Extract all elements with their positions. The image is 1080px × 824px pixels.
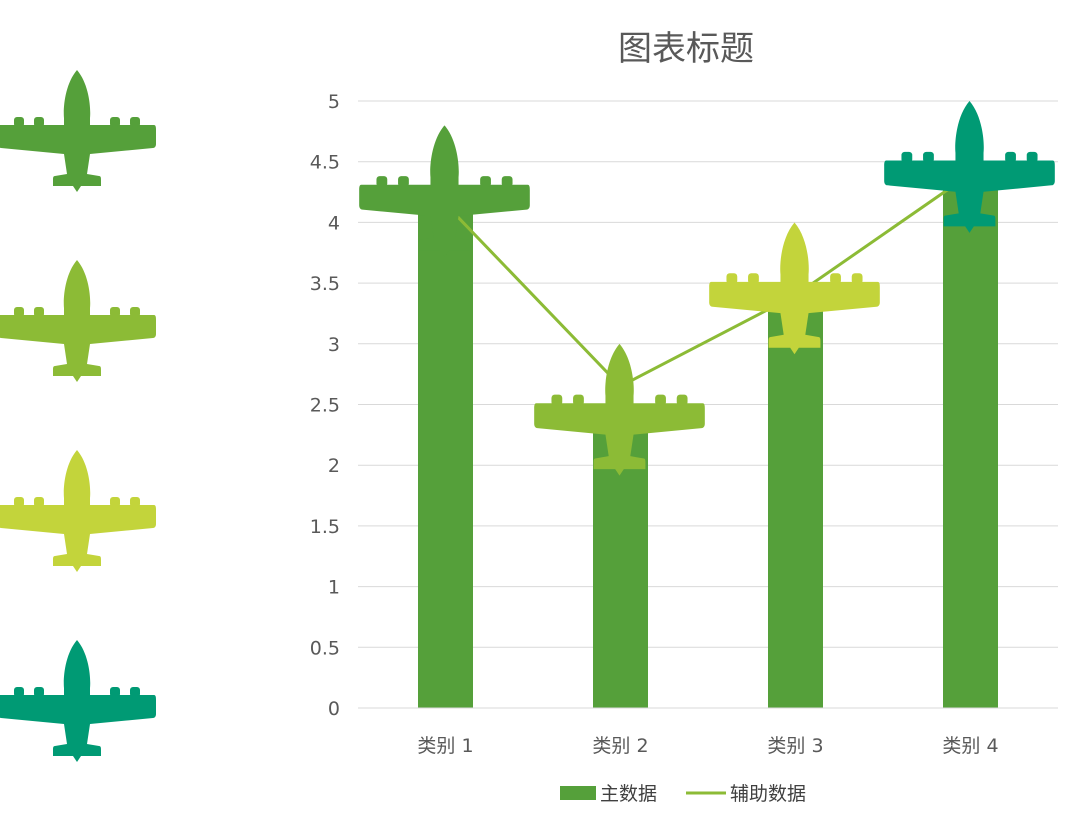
bar-series (418, 161, 998, 709)
y-tick-label: 2 (328, 455, 340, 477)
airplane-icon (0, 70, 156, 192)
bar (768, 283, 823, 708)
y-tick-label: 0 (328, 698, 340, 720)
bar (418, 185, 473, 709)
y-tick-label: 5 (328, 91, 340, 113)
y-axis-tick-labels: 0 0.5 1 1.5 2 2.5 3 3.5 4 4.5 5 (310, 91, 340, 720)
line-path (444, 172, 972, 389)
airplane-icon (0, 640, 156, 762)
x-category-label: 类别 4 (942, 735, 998, 757)
side-icon-column (0, 70, 156, 762)
line-series (444, 172, 972, 389)
legend-label-bar: 主数据 (600, 783, 657, 805)
airplane-marker-icon (534, 343, 705, 476)
chart-title: 图表标题 (618, 29, 754, 69)
legend-label-line: 辅助数据 (730, 783, 806, 805)
y-tick-label: 4 (328, 212, 340, 234)
x-axis-category-labels: 类别 1 类别 2 类别 3 类别 4 (358, 707, 1058, 757)
bar (943, 161, 998, 708)
y-tick-label: 2.5 (310, 395, 340, 417)
airplane-marker-icon (709, 222, 880, 355)
y-tick-label: 4.5 (310, 152, 340, 174)
airplane-icon (0, 260, 156, 382)
airplane-icon (0, 450, 156, 572)
airplane-marker-icon (359, 125, 530, 258)
legend-swatch-bar (560, 786, 596, 800)
x-category-label: 类别 1 (417, 735, 473, 757)
y-tick-label: 0.5 (310, 637, 340, 659)
x-category-label: 类别 3 (767, 735, 823, 757)
y-tick-label: 1 (328, 577, 340, 599)
y-tick-label: 3.5 (310, 273, 340, 295)
y-tick-label: 3 (328, 334, 340, 356)
airplane-marker-icon (884, 101, 1055, 233)
x-category-label: 类别 2 (592, 735, 648, 757)
y-tick-label: 1.5 (310, 516, 340, 538)
legend: 主数据 辅助数据 (560, 783, 806, 805)
